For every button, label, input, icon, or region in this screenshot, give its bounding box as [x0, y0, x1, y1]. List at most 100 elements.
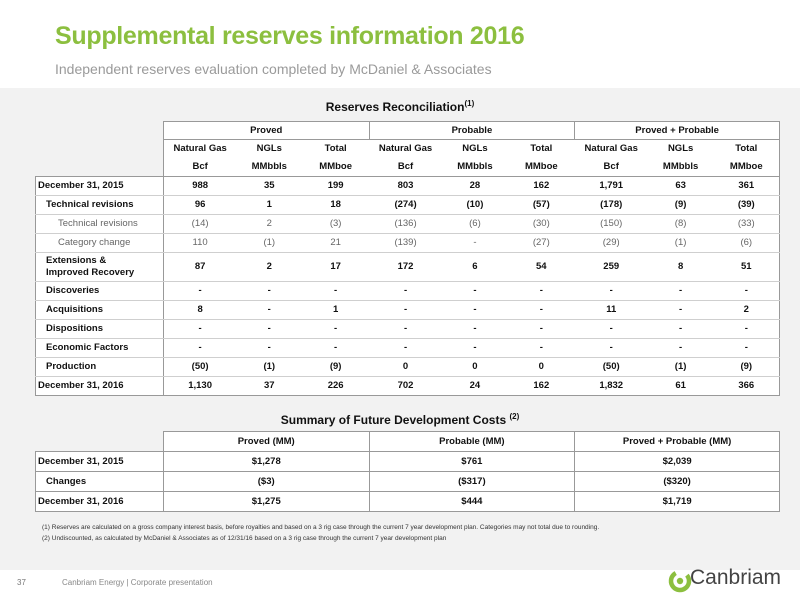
costs-row: Changes ($3) ($317) ($320)	[35, 471, 780, 492]
value-cell: -	[442, 281, 508, 301]
value-cell: (3)	[302, 214, 370, 234]
value-cell: -	[442, 233, 508, 253]
value-cell: 35	[236, 175, 303, 196]
value-cell: 366	[713, 376, 780, 396]
value-cell: 803	[369, 175, 442, 196]
value-cell: 2	[236, 214, 303, 234]
footnotes: (1) Reserves are calculated on a gross c…	[42, 522, 599, 544]
value-cell: (10)	[442, 195, 508, 215]
value-cell: 17	[302, 252, 370, 282]
row-label: Discoveries	[35, 281, 164, 301]
value-cell: (6)	[713, 233, 780, 253]
reserves-row: Dispositions - - - - - - - - -	[35, 319, 780, 339]
value-cell: ($320)	[574, 471, 780, 492]
subheader-cell: Natural Gas	[369, 139, 442, 158]
subheader-row: Natural Gas NGLs Total Natural Gas NGLs Total…	[36, 139, 780, 158]
value-cell: 988	[162, 175, 237, 196]
value-cell: -	[647, 300, 714, 320]
subheader-cell: Total	[713, 139, 780, 158]
logo-text: Canbriam	[690, 566, 782, 589]
row-label: Extensions & Improved Recovery	[35, 252, 164, 282]
value-cell: -	[507, 300, 575, 320]
value-cell: -	[713, 338, 780, 358]
value-cell: (8)	[647, 214, 714, 234]
row-label-line: Improved Recovery	[46, 266, 135, 278]
value-cell: -	[442, 338, 508, 358]
value-cell: -	[162, 319, 237, 339]
value-cell: -	[236, 338, 303, 358]
unit-cell: MMbbls	[647, 157, 714, 177]
value-cell: (9)	[647, 195, 714, 215]
value-cell: 702	[369, 376, 442, 396]
value-cell: 1	[302, 300, 370, 320]
canbriam-logo-icon	[668, 569, 692, 593]
value-cell: 1,832	[574, 376, 648, 396]
costs-header-proved: Proved (MM)	[162, 431, 370, 452]
value-cell: 172	[369, 252, 442, 282]
value-cell: (33)	[713, 214, 780, 234]
value-cell: 11	[574, 300, 648, 320]
value-cell: 1,791	[574, 175, 648, 196]
value-cell: $2,039	[574, 451, 780, 472]
value-cell: 259	[574, 252, 648, 282]
footnote-2: (2) Undiscounted, as calculated by McDan…	[42, 535, 447, 542]
row-label: Production	[35, 357, 164, 377]
value-cell: -	[369, 319, 442, 339]
value-cell: (14)	[162, 214, 237, 234]
group-header-proved-probable: Proved + Probable	[574, 121, 780, 140]
value-cell: (9)	[302, 357, 370, 377]
value-cell: 162	[507, 376, 575, 396]
subheader-cell: NGLs	[442, 139, 508, 158]
value-cell: -	[369, 338, 442, 358]
value-cell: 61	[647, 376, 714, 396]
subheader-cell: NGLs	[647, 139, 714, 158]
value-cell: (1)	[647, 357, 714, 377]
costs-row: December 31, 2016 $1,275 $444 $1,719	[35, 491, 780, 512]
row-label: December 31, 2015	[35, 175, 164, 196]
value-cell: (150)	[574, 214, 648, 234]
unit-cell: MMboe	[713, 157, 780, 177]
row-label: Technical revisions	[35, 214, 164, 234]
value-cell: 51	[713, 252, 780, 282]
value-cell: 8	[162, 300, 237, 320]
value-cell: -	[236, 319, 303, 339]
value-cell: 6	[442, 252, 508, 282]
value-cell: $1,275	[162, 491, 370, 512]
footnote-1: (1) Reserves are calculated on a gross c…	[42, 524, 600, 531]
subheader-cell: Natural Gas	[162, 139, 237, 158]
value-cell: $1,719	[574, 491, 780, 512]
group-header-proved: Proved	[162, 121, 370, 140]
unit-cell: MMboe	[507, 157, 575, 177]
value-cell: 162	[507, 175, 575, 196]
costs-row: December 31, 2015 $1,278 $761 $2,039	[35, 451, 780, 472]
row-label: Category change	[35, 233, 164, 253]
costs-header-proved-probable: Proved + Probable (MM)	[574, 431, 780, 452]
value-cell: -	[369, 281, 442, 301]
value-cell: (57)	[507, 195, 575, 215]
value-cell: -	[647, 281, 714, 301]
subheader-cell: Total	[507, 139, 575, 158]
value-cell: -	[302, 281, 370, 301]
unit-cell: Bcf	[574, 157, 648, 177]
value-cell: (1)	[236, 233, 303, 253]
row-label: December 31, 2015	[35, 451, 164, 472]
value-cell: -	[442, 319, 508, 339]
value-cell: -	[442, 300, 508, 320]
value-cell: 18	[302, 195, 370, 215]
value-cell: (9)	[713, 357, 780, 377]
reconciliation-title: Reserves Reconciliation(1)	[325, 99, 475, 114]
costs-header-probable: Probable (MM)	[368, 431, 576, 452]
costs-header-row: Proved (MM) Probable (MM) Proved + Proba…	[36, 431, 780, 452]
subheader-cell: Total	[302, 139, 370, 158]
value-cell: (178)	[574, 195, 648, 215]
value-cell: 54	[507, 252, 575, 282]
value-cell: -	[574, 281, 648, 301]
value-cell: -	[236, 300, 303, 320]
value-cell: (274)	[369, 195, 442, 215]
costs-title: Summary of Future Development Costs (2)	[280, 412, 520, 427]
unit-cell: MMbbls	[236, 157, 303, 177]
value-cell: 361	[713, 175, 780, 196]
value-cell: 8	[647, 252, 714, 282]
reserves-row: December 31, 2015 988 35 199 803 28 162 1,791 63…	[35, 175, 780, 196]
value-cell: 0	[442, 357, 508, 377]
